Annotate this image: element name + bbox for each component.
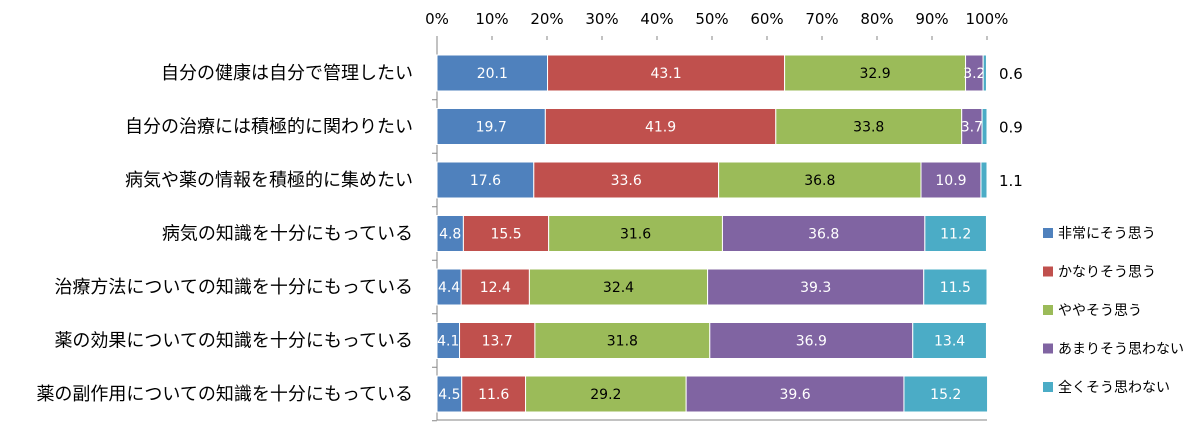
data-label: 32.4	[603, 280, 634, 296]
bar-segment	[707, 268, 925, 306]
legend-label: あまりそう思わない	[1058, 342, 1184, 358]
x-tick-label: 60%	[750, 10, 783, 28]
category-label: 病気の知識を十分にもっている	[162, 224, 413, 245]
bar-segment	[980, 161, 988, 199]
data-label: 15.5	[490, 227, 521, 243]
data-label: 12.4	[480, 280, 511, 296]
data-label: 3.2	[963, 66, 985, 82]
bar-segment	[533, 161, 720, 199]
bar-segment	[721, 215, 926, 252]
bar-segment	[548, 215, 723, 252]
bar-segment	[462, 215, 550, 252]
x-tick-label: 30%	[585, 10, 618, 28]
bar-segment	[903, 375, 989, 413]
bar-segment	[920, 161, 982, 199]
legend-swatch	[1043, 382, 1053, 392]
data-label: 29.2	[590, 387, 621, 403]
bar-segment	[784, 54, 967, 92]
x-tick-label: 20%	[530, 10, 563, 28]
data-label: 15.2	[930, 387, 961, 403]
outside-data-label: 1.1	[999, 172, 1023, 190]
bar-segment	[912, 322, 987, 359]
category-label: 薬の効果についての知識を十分にもっている	[54, 331, 413, 352]
legend-swatch	[1043, 228, 1053, 238]
bar-segment	[924, 215, 987, 252]
bar-segment	[436, 268, 462, 306]
bar-segment	[982, 54, 987, 92]
bar-segment	[528, 268, 709, 306]
data-label: 31.8	[607, 334, 638, 350]
data-label: 11.6	[478, 387, 509, 403]
x-tick-label: 100%	[966, 10, 1009, 28]
data-label: 11.2	[940, 227, 971, 243]
bar-segment	[459, 322, 536, 359]
legend-label: 非常にそう思う	[1058, 226, 1156, 242]
data-label: 36.9	[796, 334, 827, 350]
data-label: 19.7	[476, 120, 507, 136]
bar-segment	[775, 108, 963, 145]
data-label: 39.3	[800, 280, 831, 296]
legend-label: 全くそう思わない	[1058, 379, 1170, 396]
data-label: 10.9	[935, 173, 966, 189]
data-label: 39.6	[779, 387, 810, 403]
data-label: 4.4	[438, 280, 460, 296]
x-tick-label: 10%	[475, 10, 508, 28]
data-label: 33.8	[853, 120, 884, 136]
legend-label: ややそう思う	[1058, 303, 1142, 319]
x-tick-label: 50%	[695, 10, 728, 28]
x-tick-label: 70%	[805, 10, 838, 28]
bar-segment	[436, 108, 546, 145]
category-label: 病気や薬の情報を積極的に集めたい	[125, 170, 413, 191]
data-label: 33.6	[611, 173, 642, 189]
bar-segment	[436, 161, 535, 199]
category-label: 薬の副作用についての知識を十分にもっている	[36, 384, 413, 405]
outside-data-label: 0.6	[999, 65, 1023, 83]
data-label: 41.9	[645, 120, 676, 136]
x-tick-label: 80%	[860, 10, 893, 28]
data-label: 13.4	[934, 334, 965, 350]
legend-swatch	[1043, 266, 1053, 277]
data-label: 20.1	[477, 66, 508, 82]
legend-label: かなりそう思う	[1058, 265, 1156, 281]
bar-segment	[923, 268, 988, 306]
x-tick-label: 90%	[915, 10, 948, 28]
data-label: 4.1	[437, 334, 459, 350]
data-label: 11.5	[940, 280, 971, 296]
legend-swatch	[1043, 305, 1053, 315]
data-label: 13.7	[482, 334, 513, 350]
data-label: 17.6	[470, 173, 501, 189]
x-tick-label: 0%	[425, 10, 449, 28]
category-label: 自分の健康は自分で管理したい	[161, 63, 413, 84]
data-label: 36.8	[804, 173, 835, 189]
data-label: 3.7	[961, 120, 983, 136]
category-label: 自分の治療には積極的に関わりたい	[125, 117, 413, 138]
x-tick-label: 40%	[640, 10, 673, 28]
bar-segment	[981, 108, 988, 145]
bar-segment	[436, 375, 463, 413]
data-label: 32.9	[859, 66, 890, 82]
bar-segment	[525, 375, 687, 413]
bar-segment	[460, 268, 530, 306]
category-label: 治療方法についての知識を十分にもっている	[54, 277, 413, 298]
data-label: 36.8	[808, 227, 839, 243]
legend-swatch	[1043, 343, 1053, 354]
data-label: 31.6	[620, 227, 651, 243]
data-label: 4.5	[438, 387, 460, 403]
bar-segment	[436, 215, 464, 252]
outside-data-label: 0.9	[999, 119, 1023, 137]
data-label: 4.8	[439, 227, 461, 243]
data-label: 43.1	[650, 66, 681, 82]
